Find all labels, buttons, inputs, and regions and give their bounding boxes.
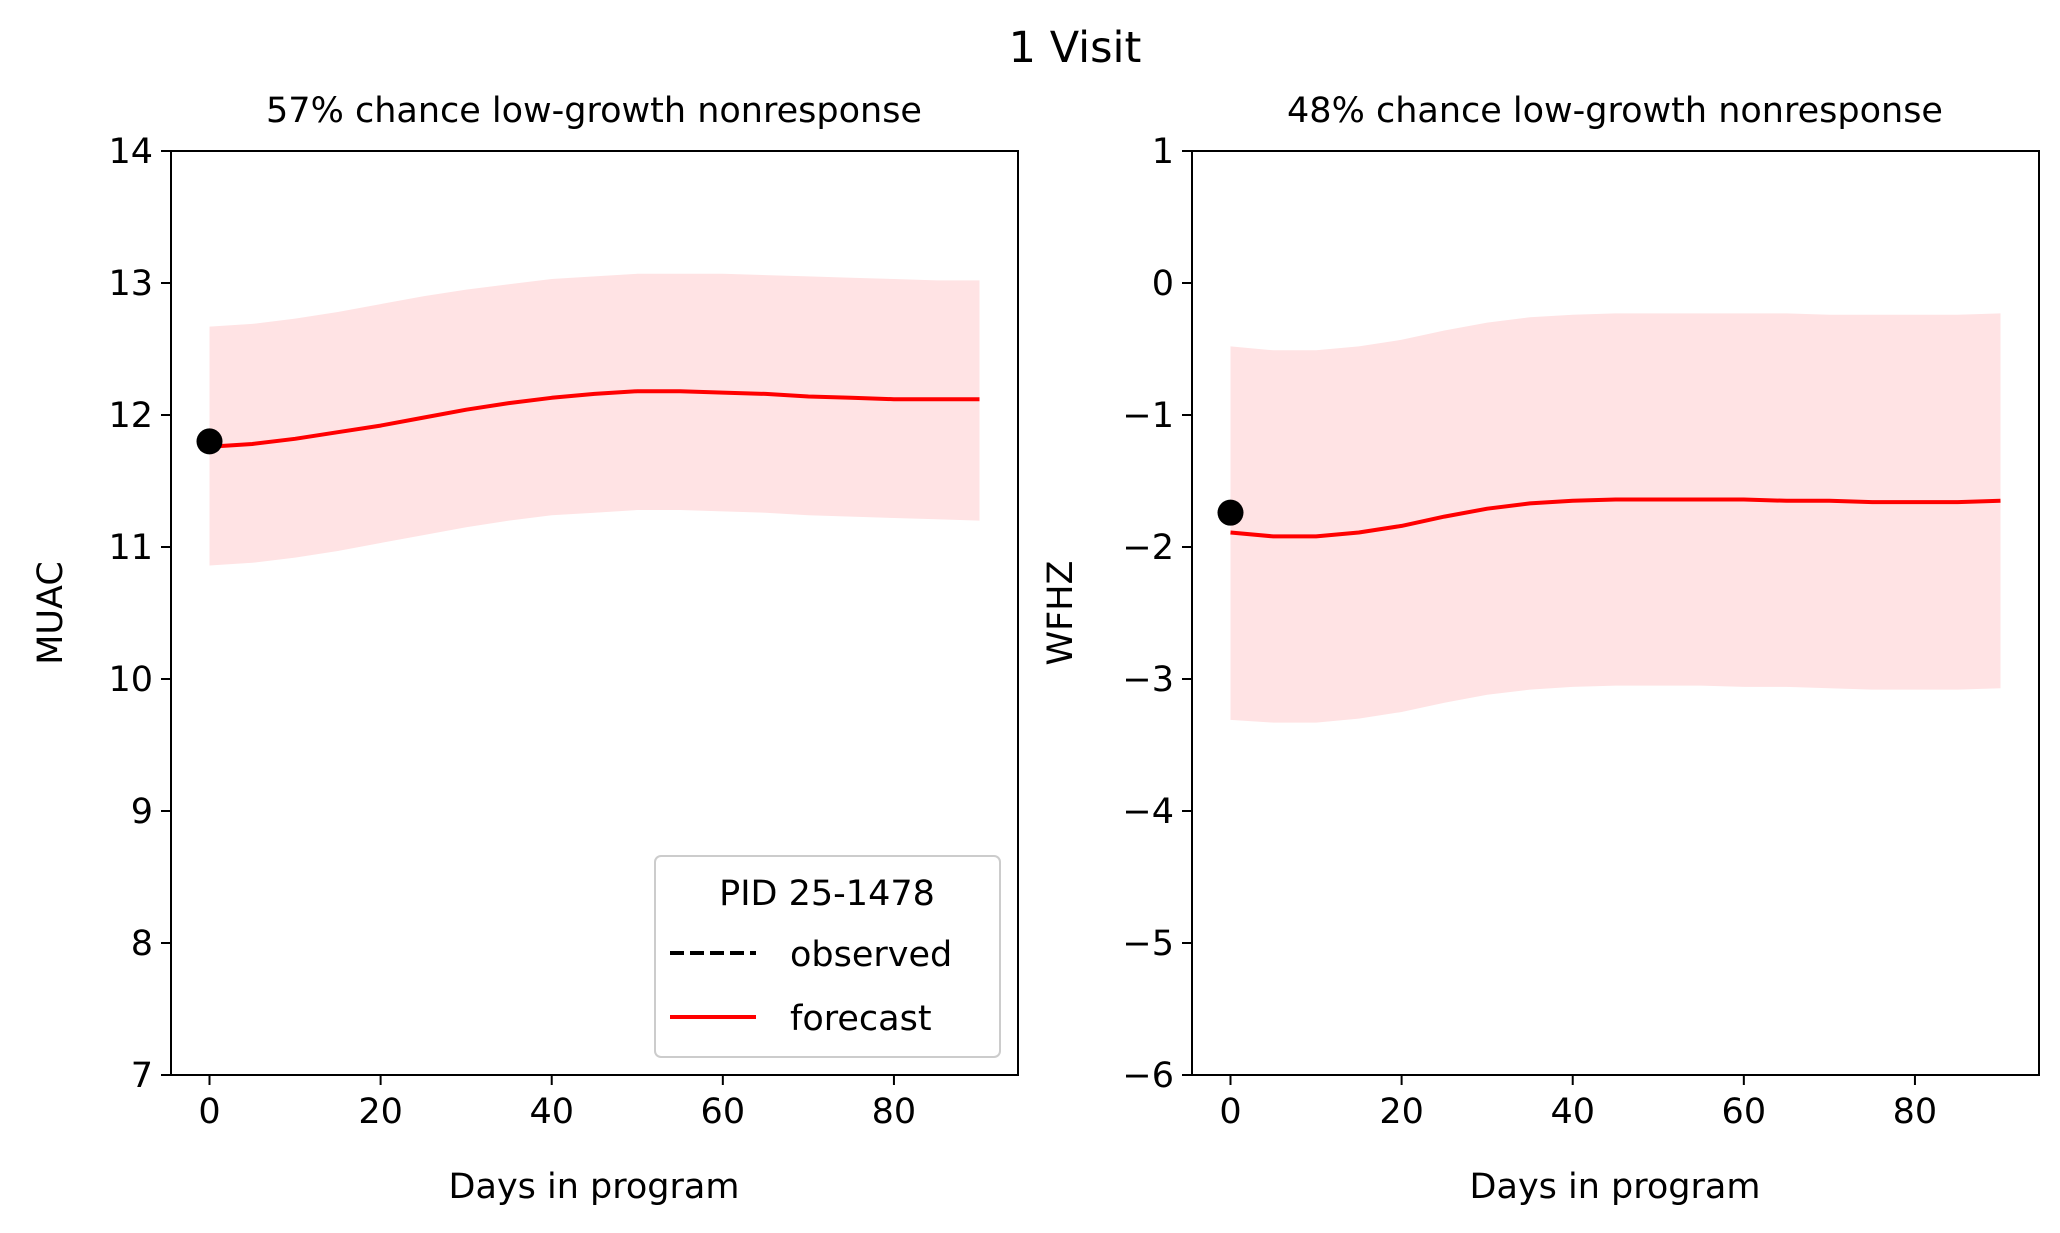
- wfhz-panel-title: 48% chance low-growth nonresponse: [1287, 91, 1943, 131]
- wfhz-x-tick-label: 40: [1550, 1092, 1595, 1132]
- muac-y-tick-label: 10: [108, 660, 153, 700]
- muac-y-tick-label: 8: [131, 924, 153, 964]
- legend-forecast-label: forecast: [790, 999, 932, 1039]
- wfhz-x-tick-label: 0: [1219, 1092, 1241, 1132]
- muac-axes-frame: [170, 150, 1019, 1076]
- wfhz-y-tick-label: −1: [1122, 396, 1174, 436]
- muac-y-ticks: 7 8 9 10 11 12 13 14: [108, 132, 171, 1096]
- muac-x-tick-label: 0: [198, 1092, 220, 1132]
- wfhz-observed-point: [1217, 499, 1244, 526]
- muac-legend: PID 25-1478 observed forecast: [654, 855, 1001, 1058]
- muac-y-tick-label: 7: [131, 1056, 153, 1096]
- muac-y-tick-label: 14: [108, 132, 153, 172]
- wfhz-uncertainty-band: [1230, 313, 2001, 723]
- figure-title: 1 Visit: [1009, 23, 1142, 73]
- wfhz-y-tick-label: −4: [1122, 792, 1174, 832]
- wfhz-x-axis-label: Days in program: [1470, 1167, 1761, 1207]
- muac-observed-point: [196, 428, 223, 455]
- muac-uncertainty-band-layer: [209, 273, 980, 566]
- wfhz-panel: 0 20 40 60 80 −6 −5 −4 −3 −2 −1 0 1 48% chance low-…: [1041, 91, 2040, 1207]
- muac-x-tick-label: 40: [529, 1092, 574, 1132]
- muac-panel-title: 57% chance low-growth nonresponse: [266, 91, 922, 131]
- muac-x-ticks: 0 20 40 60 80: [198, 1075, 916, 1132]
- wfhz-y-tick-label: −2: [1122, 528, 1174, 568]
- wfhz-y-axis-label: WFHZ: [1041, 560, 1081, 665]
- legend-title: PID 25-1478: [719, 874, 935, 914]
- muac-y-tick-label: 12: [108, 396, 153, 436]
- wfhz-forecast-layer: [1230, 497, 2001, 539]
- wfhz-x-tick-label: 20: [1379, 1092, 1424, 1132]
- wfhz-y-tick-label: 1: [1152, 132, 1174, 172]
- muac-y-axis-label: MUAC: [31, 561, 71, 665]
- wfhz-x-ticks: 0 20 40 60 80: [1219, 1075, 1937, 1132]
- muac-forecast-layer: [209, 389, 980, 449]
- wfhz-uncertainty-band-layer: [1230, 313, 2001, 723]
- muac-y-tick-label: 9: [131, 792, 153, 832]
- wfhz-x-tick-label: 60: [1722, 1092, 1767, 1132]
- wfhz-axes-frame: [1191, 150, 2040, 1076]
- wfhz-y-tick-label: −3: [1122, 660, 1174, 700]
- muac-observed-layer: [196, 428, 223, 455]
- wfhz-y-tick-label: −5: [1122, 924, 1174, 964]
- muac-y-tick-label: 11: [108, 528, 153, 568]
- muac-y-tick-label: 13: [108, 264, 153, 304]
- wfhz-y-tick-label: −6: [1122, 1056, 1174, 1096]
- wfhz-observed-layer: [1217, 499, 1244, 526]
- wfhz-forecast-line: [1230, 497, 2001, 539]
- legend-observed-label: observed: [790, 935, 952, 975]
- legend-box: [654, 855, 1001, 1058]
- muac-x-axis-label: Days in program: [449, 1167, 740, 1207]
- muac-forecast-line: [209, 389, 980, 449]
- muac-x-tick-label: 20: [358, 1092, 403, 1132]
- muac-uncertainty-band: [209, 273, 980, 566]
- wfhz-y-tick-label: 0: [1152, 264, 1174, 304]
- muac-x-tick-label: 60: [701, 1092, 746, 1132]
- muac-panel: 0 20 40 60 80 7 8 9 10 11 12 13 14 57% chance low-g…: [31, 91, 1019, 1207]
- wfhz-y-ticks: −6 −5 −4 −3 −2 −1 0 1: [1122, 132, 1192, 1096]
- muac-x-tick-label: 80: [872, 1092, 917, 1132]
- wfhz-x-tick-label: 80: [1893, 1092, 1938, 1132]
